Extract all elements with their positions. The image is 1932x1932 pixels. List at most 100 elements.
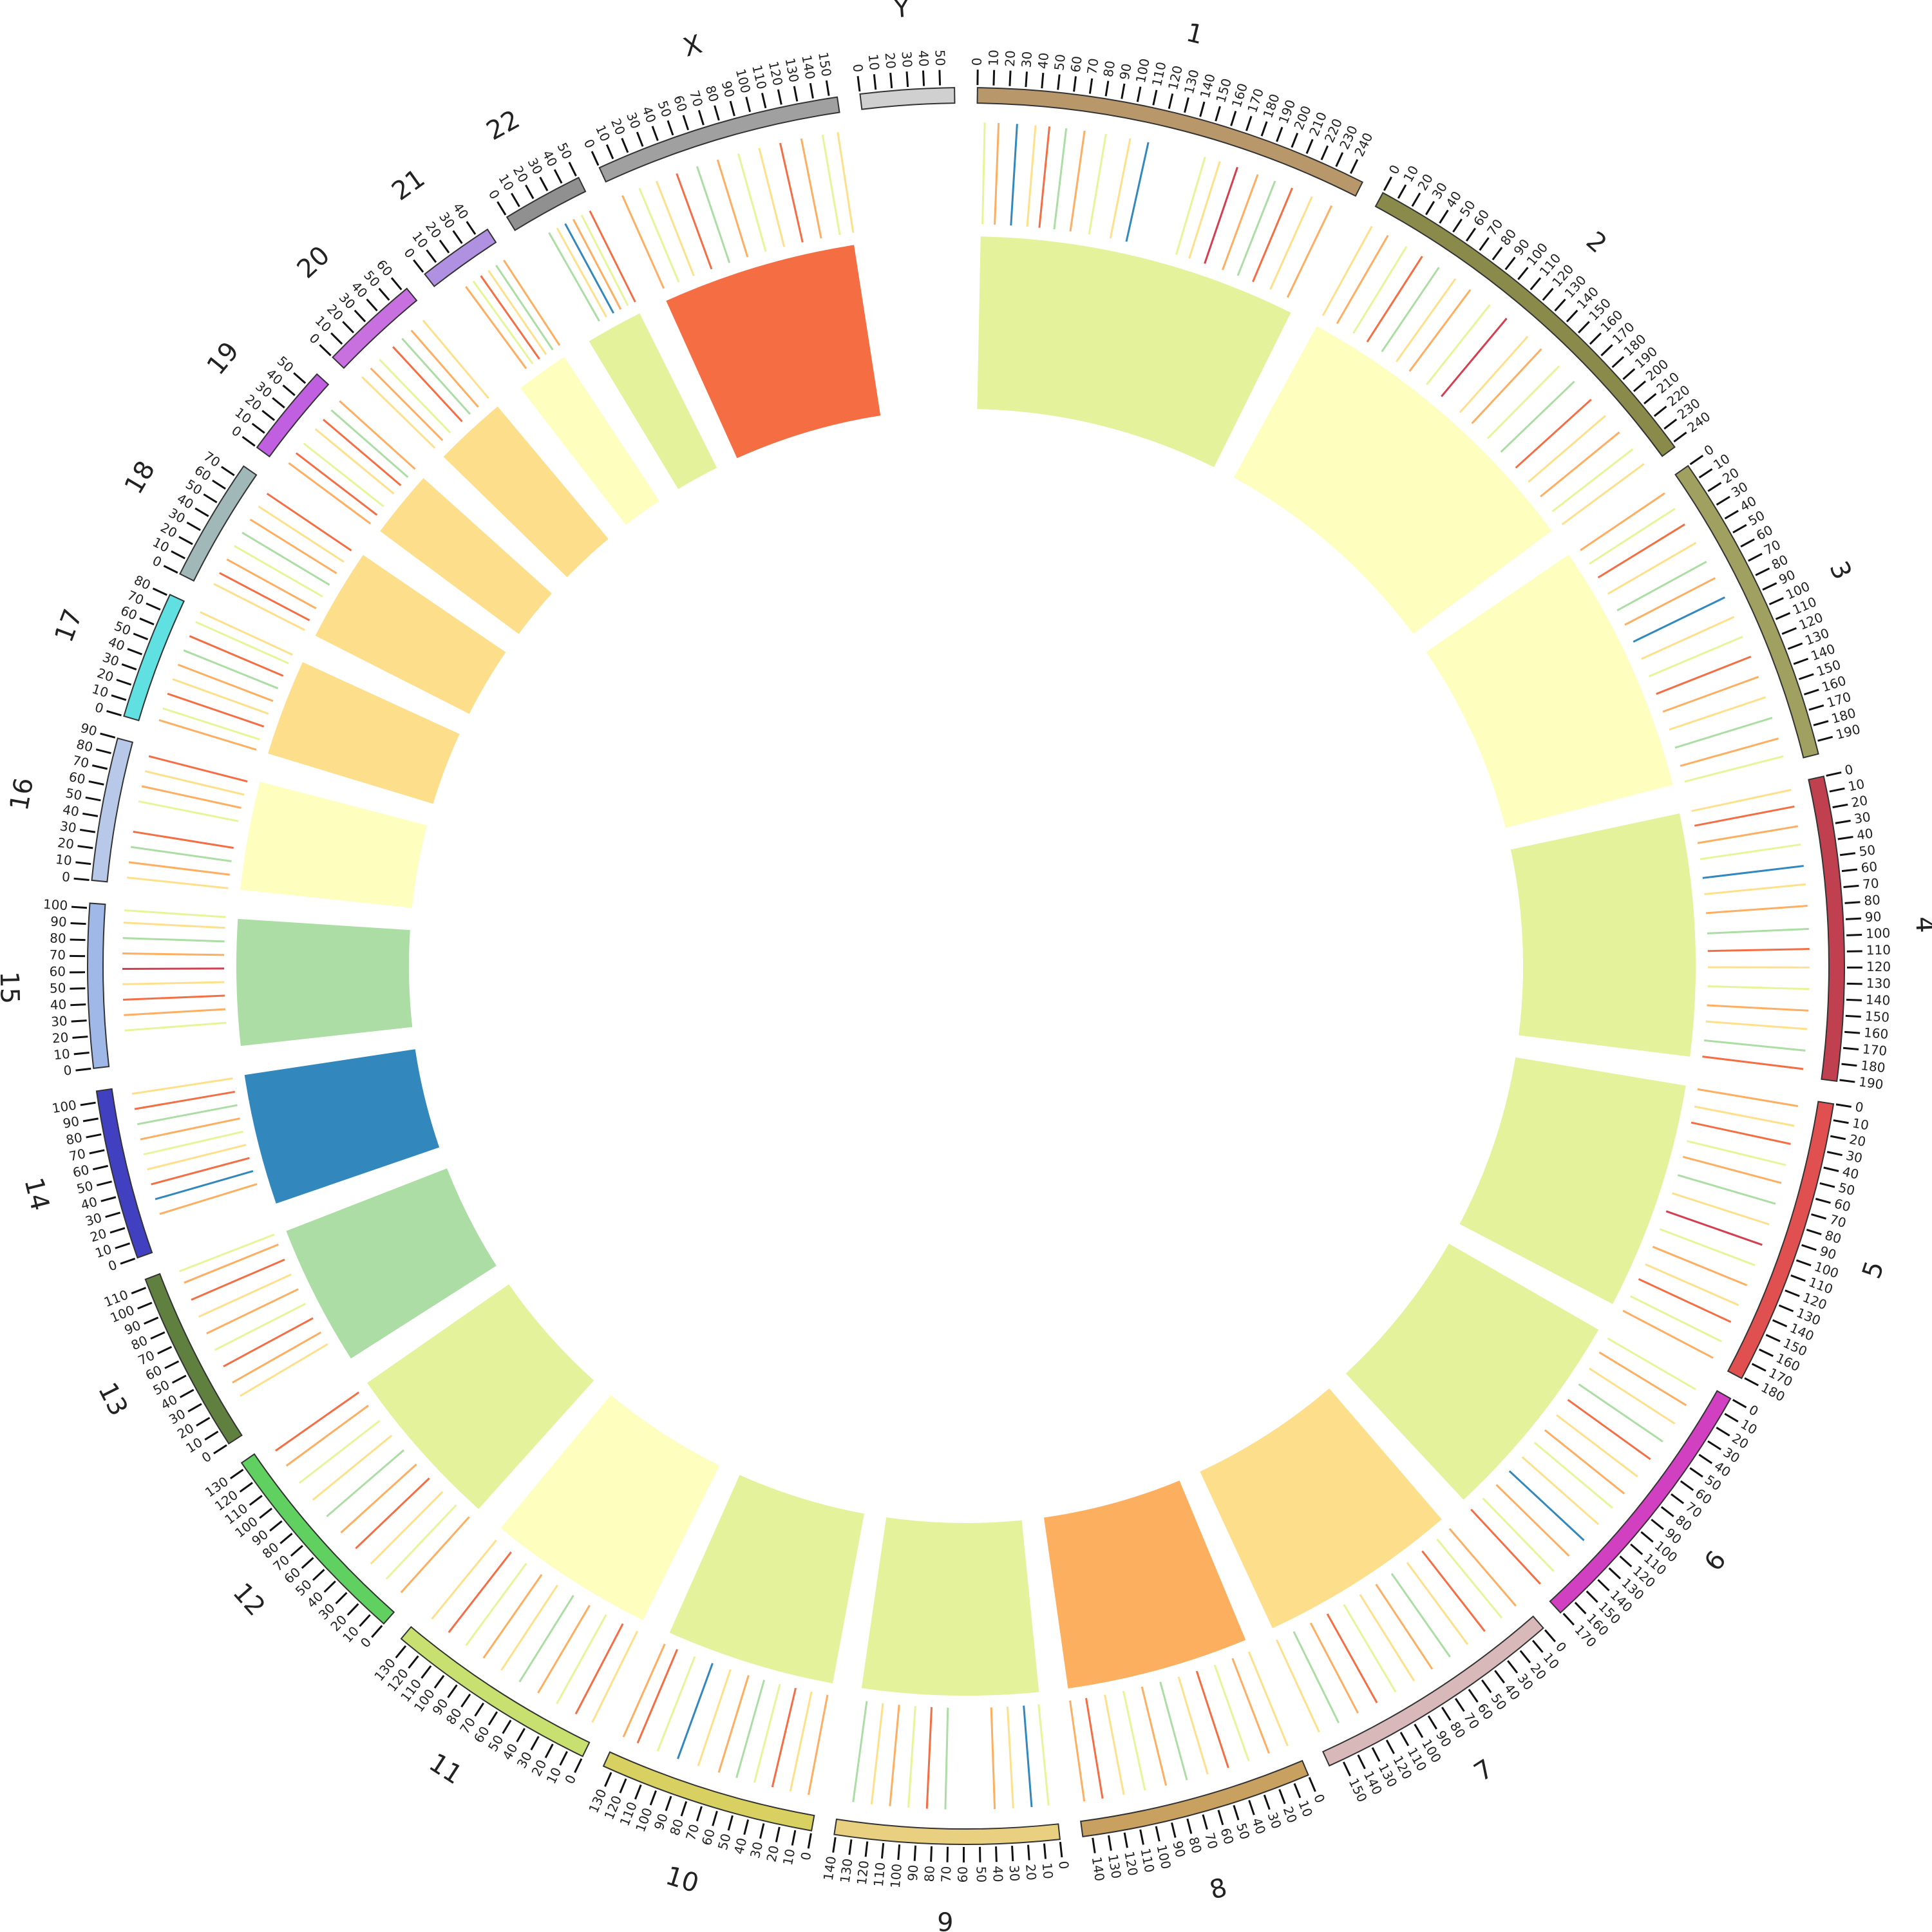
chromosome-label: 5 — [1857, 1258, 1890, 1283]
chromosome: 0102030405060708090100110120130140150160… — [1459, 1057, 1890, 1405]
tick-label: 180 — [1860, 1057, 1886, 1075]
tick-mark — [1278, 1788, 1286, 1804]
tick-label: 0 — [62, 1062, 72, 1078]
tick-mark — [1653, 405, 1667, 417]
tick-mark — [1025, 71, 1028, 88]
tick-label: 70 — [68, 1146, 87, 1164]
feature-line — [1213, 1664, 1250, 1761]
tick-mark — [82, 812, 99, 817]
tick-mark — [995, 1846, 998, 1862]
tick-mark — [604, 1772, 612, 1787]
feature-line — [323, 419, 402, 486]
tick-mark — [1104, 80, 1110, 97]
tick-label: 150 — [1864, 1009, 1889, 1025]
feature-line — [1578, 1383, 1663, 1443]
tick-label: 0 — [1843, 761, 1855, 778]
feature-line — [213, 583, 305, 631]
feature-line — [1026, 125, 1037, 227]
tick-mark — [293, 372, 307, 384]
feature-line — [1459, 336, 1529, 413]
tick-mark — [667, 120, 674, 136]
heat-block — [380, 478, 552, 634]
tick-mark — [269, 1520, 283, 1532]
tick-mark — [312, 1569, 325, 1581]
tick-mark — [282, 384, 296, 397]
tick-mark — [559, 1751, 568, 1766]
tick-label: 60 — [955, 1866, 971, 1883]
feature-line — [249, 518, 337, 574]
feature-line — [1236, 180, 1276, 276]
tick-mark — [761, 93, 767, 109]
chromosome-label: 15 — [0, 971, 24, 1005]
tick-mark — [1680, 1480, 1694, 1492]
tick-mark — [1155, 1826, 1160, 1842]
tick-label: 90 — [905, 1864, 921, 1882]
feature-line — [124, 1021, 227, 1032]
chromosome-label: 12 — [227, 1578, 270, 1622]
feature-line — [385, 1504, 457, 1580]
tick-mark — [1839, 852, 1856, 857]
tick-label: 40 — [1855, 826, 1874, 843]
feature-line — [1687, 1140, 1786, 1166]
feature-line — [789, 1691, 813, 1792]
feature-line — [480, 275, 540, 360]
tick-mark — [1233, 1804, 1240, 1821]
tick-mark — [342, 321, 355, 334]
tick-mark — [1152, 90, 1158, 106]
feature-line — [422, 319, 489, 399]
tick-mark — [1829, 787, 1845, 793]
tick-mark — [460, 1693, 471, 1708]
feature-line — [1352, 245, 1408, 334]
tick-mark — [421, 1665, 432, 1679]
tick-mark — [905, 71, 909, 88]
feature-line — [1195, 1671, 1229, 1768]
feature-line — [177, 663, 274, 702]
tick-label: 0 — [401, 245, 418, 261]
tick-mark — [1835, 819, 1851, 824]
feature-line — [1293, 1631, 1340, 1723]
tick-mark — [1707, 482, 1722, 492]
tick-mark — [1107, 1835, 1112, 1851]
tick-mark — [1817, 735, 1833, 742]
tick-mark — [605, 144, 614, 160]
feature-line — [159, 1183, 258, 1215]
tick-mark — [1041, 73, 1045, 89]
tick-mark — [775, 1826, 781, 1842]
tick-mark — [516, 1728, 526, 1743]
tick-label: 10 — [1852, 1115, 1870, 1133]
feature-line — [288, 462, 372, 525]
heat-block — [1233, 326, 1552, 634]
tick-mark — [1544, 1629, 1557, 1643]
ideogram — [179, 465, 258, 582]
tick-label: 50 — [75, 1178, 95, 1197]
chromosome: 0102030405060708090100110120130140150160… — [1345, 1244, 1761, 1651]
tick-mark — [163, 565, 178, 574]
feature-line — [1704, 883, 1806, 895]
tick-label: 30 — [898, 51, 915, 68]
tick-mark — [591, 151, 600, 166]
tick-mark — [665, 1795, 672, 1812]
tick-label: 80 — [1863, 892, 1880, 909]
heat-block — [240, 781, 428, 908]
heat-block — [500, 1395, 720, 1620]
feature-line — [1533, 1441, 1613, 1509]
tick-mark — [1716, 495, 1730, 506]
tick-label: 120 — [854, 1860, 872, 1886]
feature-line — [137, 1104, 238, 1126]
feature-line — [339, 400, 416, 470]
tick-label: 0 — [581, 137, 598, 151]
feature-line — [1697, 1088, 1799, 1108]
tick-label: 0 — [106, 1257, 119, 1274]
feature-line — [1109, 138, 1132, 239]
tick-mark — [1519, 1650, 1531, 1663]
tick-mark — [1633, 380, 1647, 392]
tick-label: 0 — [562, 1772, 579, 1786]
tick-mark — [1755, 567, 1770, 576]
feature-line — [837, 131, 855, 233]
feature-line — [200, 611, 293, 656]
tick-mark — [1517, 267, 1529, 280]
tick-mark — [1342, 1761, 1351, 1777]
tick-mark — [539, 176, 549, 191]
